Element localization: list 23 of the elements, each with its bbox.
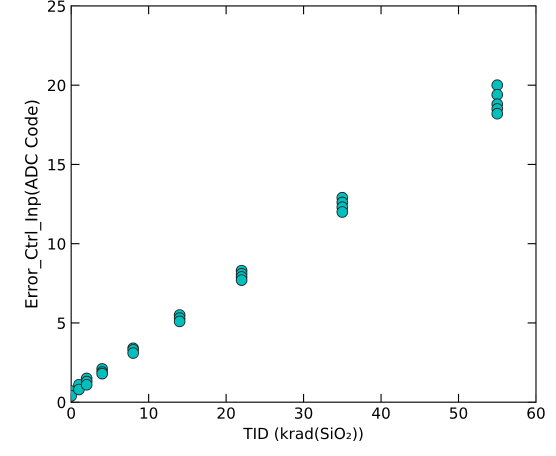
point — [174, 316, 186, 328]
y-tick-label: 20 — [48, 80, 66, 92]
x-tick-label: 20 — [218, 407, 235, 419]
point — [491, 108, 504, 120]
y-tick-label: 0 — [58, 396, 66, 408]
y-tick-label: 10 — [48, 238, 66, 250]
x-axis-title: TID (krad(SiO₂)) — [243, 427, 363, 442]
y-tick-label: 5 — [58, 318, 65, 329]
y-tick-label: 15 — [48, 159, 65, 170]
x-tick-label: 10 — [140, 407, 158, 419]
y-axis-title: Error_Ctrl_Inp(ADC Code) — [24, 100, 42, 308]
point — [236, 274, 248, 286]
point — [80, 378, 92, 391]
x-tick-label: 40 — [372, 407, 390, 419]
point — [491, 88, 504, 100]
point — [127, 347, 139, 359]
x-tick-label: 0 — [67, 407, 76, 419]
y-tick-label: 25 — [48, 0, 65, 12]
point — [491, 79, 504, 91]
x-tick-label: 50 — [450, 407, 468, 419]
x-tick-label: 30 — [295, 407, 312, 419]
point — [336, 206, 348, 218]
x-tick-label: 60 — [527, 407, 545, 419]
